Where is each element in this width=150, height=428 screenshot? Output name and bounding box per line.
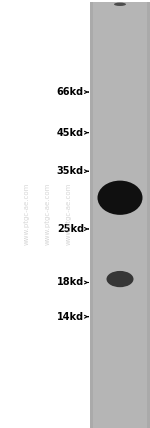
- Text: www.ptgc-ae.com: www.ptgc-ae.com: [24, 183, 30, 245]
- Bar: [90, 2, 150, 428]
- Text: www.ptgc-ae.com: www.ptgc-ae.com: [66, 183, 72, 245]
- Text: 14kd: 14kd: [57, 312, 84, 322]
- Ellipse shape: [106, 271, 134, 287]
- Text: 66kd: 66kd: [57, 87, 84, 97]
- Text: 18kd: 18kd: [57, 277, 84, 288]
- Bar: [93, 2, 147, 428]
- Text: 35kd: 35kd: [57, 166, 84, 176]
- Ellipse shape: [98, 181, 142, 215]
- Text: www.ptgc-ae.com: www.ptgc-ae.com: [45, 183, 51, 245]
- Ellipse shape: [114, 3, 126, 6]
- Text: 45kd: 45kd: [57, 128, 84, 138]
- Text: 25kd: 25kd: [57, 224, 84, 234]
